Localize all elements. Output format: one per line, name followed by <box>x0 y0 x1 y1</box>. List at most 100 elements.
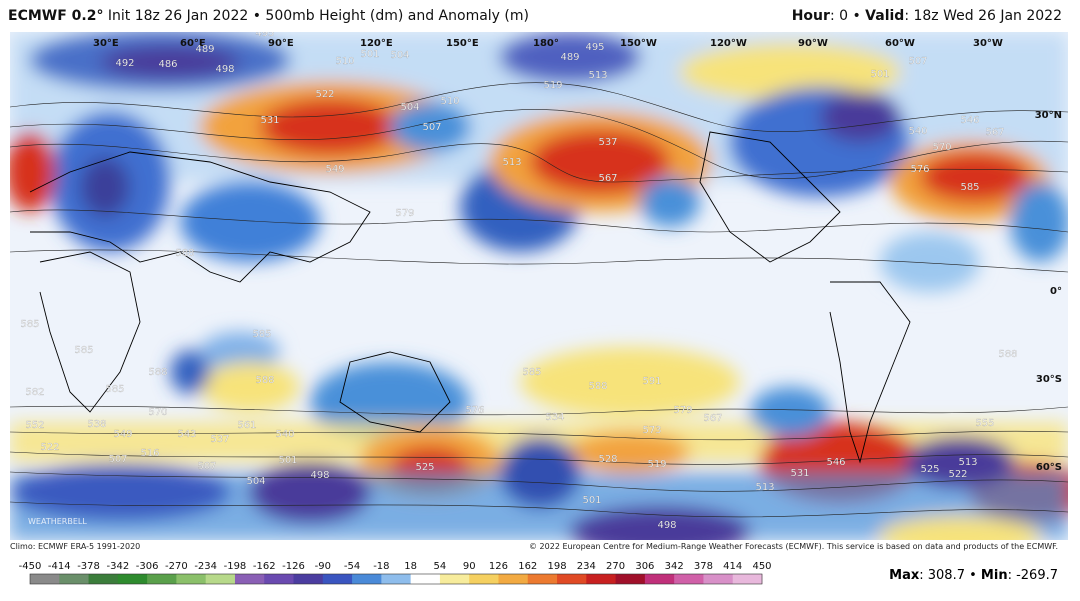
contour-label: 513 <box>755 482 774 493</box>
max-min: Max: 308.7 • Min: -269.7 <box>889 568 1058 583</box>
max-value: : 308.7 • <box>919 568 981 583</box>
colorbar-segment <box>293 574 324 584</box>
contour-label: 519 <box>647 459 666 470</box>
colorbar-segment <box>205 574 236 584</box>
contour-label: 507 <box>908 56 927 67</box>
longitude-label: 60°E <box>180 38 206 49</box>
coastlines <box>29 131 911 464</box>
contour-label: 576 <box>910 164 929 175</box>
contour-label: 522 <box>315 89 334 100</box>
contour-label: 540 <box>275 429 294 440</box>
contour-label: 528 <box>598 454 617 465</box>
map: WEATHERBELL 30°E 60°E 90°E 120°E 150°E 180° 15… <box>10 32 1068 540</box>
contour-label: 513 <box>958 457 977 468</box>
contour-label: 546 <box>960 115 979 126</box>
max-key: Max <box>889 568 920 583</box>
colorbar-tick-label: 234 <box>577 561 596 572</box>
hour-value: : 0 • <box>829 8 866 24</box>
colorbar-tick-label: -126 <box>282 561 305 572</box>
valid-key: Valid <box>865 8 905 24</box>
min-value: : -269.7 <box>1007 568 1058 583</box>
contour-label: 507 <box>108 454 127 465</box>
contour-label: 588 <box>998 349 1017 360</box>
colorbar-tick-label: -270 <box>165 561 188 572</box>
colorbar-segment <box>469 574 499 584</box>
colorbar-tick-label: 198 <box>547 561 566 572</box>
contour-label: 495 <box>255 32 274 39</box>
colorbar-tick-label: 378 <box>694 561 713 572</box>
contour-label: 588 <box>255 375 274 386</box>
longitude-label: 150°E <box>446 38 479 49</box>
colorbar-segment <box>674 574 704 584</box>
contour-label: 525 <box>415 462 434 473</box>
contour-label: 507 <box>197 461 216 472</box>
valid-value: : 18z Wed 26 Jan 2022 <box>904 8 1062 24</box>
contour-label: 543 <box>177 429 196 440</box>
min-key: Min <box>980 568 1008 583</box>
longitude-label: 90°W <box>798 38 828 49</box>
contour-label: 522 <box>40 442 59 453</box>
longitude-label: 90°E <box>268 38 294 49</box>
contour-label: 549 <box>325 164 344 175</box>
colorbar-tick-label: 342 <box>665 561 684 572</box>
header-left: ECMWF 0.2° Init 18z 26 Jan 2022 • 500mb … <box>8 8 529 24</box>
latitude-label: 30°S <box>1036 374 1062 385</box>
colorbar-tick-label: -234 <box>194 561 217 572</box>
contour-label: 546 <box>826 457 845 468</box>
contour-label: 534 <box>545 412 564 423</box>
contour-label: 582 <box>25 387 44 398</box>
colorbar-segment <box>30 574 60 584</box>
colorbar-segment <box>88 574 119 584</box>
contour-label: 498 <box>310 470 329 481</box>
contour-label: 522 <box>948 469 967 480</box>
contour-label: 501 <box>360 49 379 60</box>
colorbar-segment <box>352 574 382 584</box>
colorbar-segment <box>381 574 412 584</box>
contour-label: 519 <box>543 80 562 91</box>
colorbar-tick-label: 126 <box>489 561 508 572</box>
contour-label: 537 <box>598 137 617 148</box>
colorbar-tick-label: -90 <box>315 561 331 572</box>
watermark: WEATHERBELL <box>28 517 87 526</box>
colorbar-segment <box>498 574 529 584</box>
colorbar-segment <box>644 574 675 584</box>
copyright: © 2022 European Centre for Medium-Range … <box>529 542 1058 551</box>
latitude-label: 60°S <box>1036 462 1062 473</box>
contour-label: 531 <box>790 468 809 479</box>
contour-label: 507 <box>422 122 441 133</box>
contour-label: 501 <box>870 69 889 80</box>
longitude-label: 60°W <box>885 38 915 49</box>
contour-label: 579 <box>673 405 692 416</box>
longitude-label: 180° <box>533 38 559 49</box>
colorbar-tick-label: 306 <box>635 561 654 572</box>
colorbar-tick-label: 450 <box>752 561 771 572</box>
latitude-label: 30°N <box>1035 110 1062 121</box>
colorbar-tick-label: -18 <box>373 561 389 572</box>
contour-label: 489 <box>195 44 214 55</box>
colorbar-segment <box>557 574 587 584</box>
colorbar-tick-label: -378 <box>77 561 100 572</box>
colorbar-tick-label: -198 <box>224 561 247 572</box>
contour-label: 585 <box>252 329 271 340</box>
anomaly-field <box>10 32 1068 540</box>
contour-label: 561 <box>237 420 256 431</box>
colorbar-segment <box>439 574 470 584</box>
colorbar-segment <box>322 574 353 584</box>
contour-label: 510 <box>440 96 459 107</box>
colorbar-tick-label: 414 <box>723 561 742 572</box>
longitude-label: 30°E <box>93 38 119 49</box>
longitude-label: 120°E <box>360 38 393 49</box>
contour-label: 537 <box>210 434 229 445</box>
colorbar-tick-label: -414 <box>48 561 71 572</box>
colorbar-segment <box>703 574 734 584</box>
longitude-label: 30°W <box>973 38 1003 49</box>
colorbar: -450 -414 -378 -342 -306 -270 -234 -198 -162 -126… <box>19 561 772 585</box>
contour-label: 495 <box>585 42 604 53</box>
contour-label: 585 <box>522 367 541 378</box>
contour-label: 492 <box>115 58 134 69</box>
colorbar-tick-label: -342 <box>106 561 129 572</box>
contour-label: 573 <box>642 425 661 436</box>
contour-label: 501 <box>278 455 297 466</box>
colorbar-frame <box>29 573 763 585</box>
